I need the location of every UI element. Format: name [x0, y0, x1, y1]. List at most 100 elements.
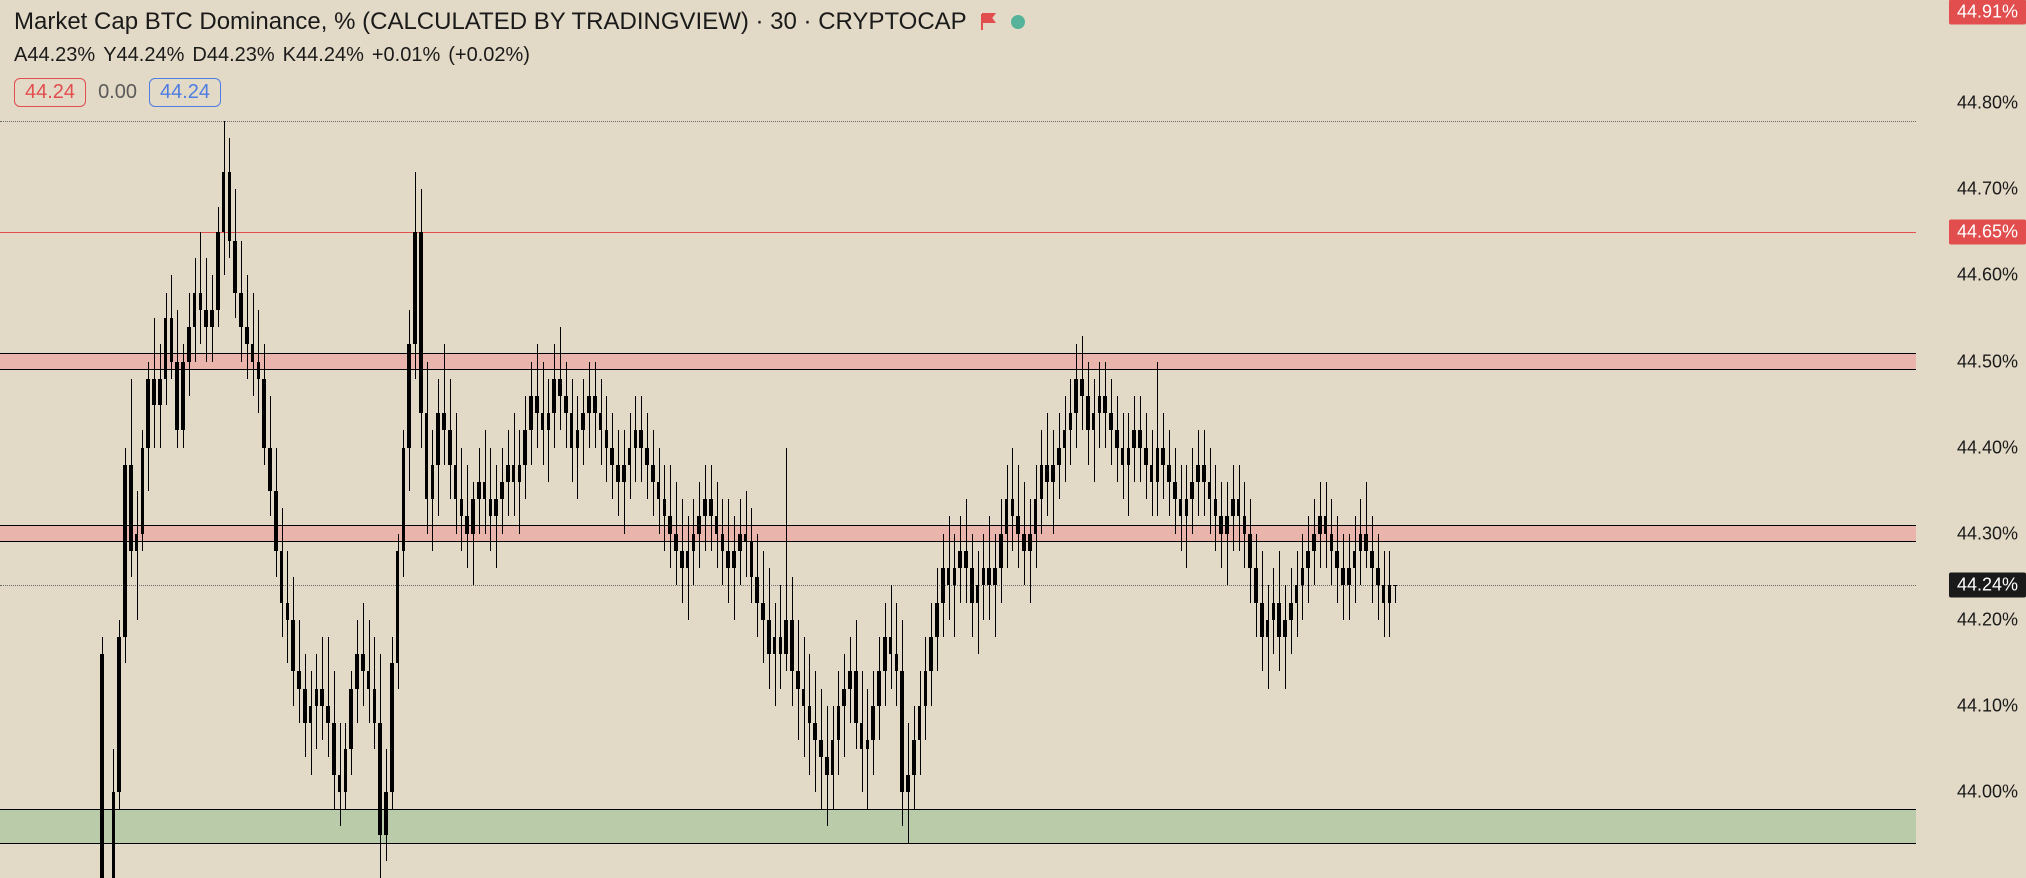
candle-body	[692, 534, 696, 551]
candle-body	[373, 689, 377, 723]
candle-body	[460, 499, 464, 516]
buy-button[interactable]: 44.24	[149, 78, 221, 107]
candle-wick	[473, 482, 474, 585]
candle-body	[1144, 448, 1148, 465]
price-tag[interactable]: 44.91%	[1949, 0, 2026, 25]
candle-body	[1277, 603, 1281, 637]
candle-body	[483, 482, 487, 499]
candle-wick	[844, 654, 845, 757]
candle-body	[216, 232, 220, 309]
candle-body	[593, 396, 597, 413]
candle-body	[854, 671, 858, 723]
candle-body	[610, 448, 614, 465]
candle-body	[732, 551, 736, 568]
candle-body	[1127, 448, 1131, 465]
candle-body	[454, 465, 458, 499]
candle-wick	[1157, 362, 1158, 517]
candle-body	[500, 482, 504, 499]
candle-body	[1069, 413, 1073, 430]
candle-wick	[1268, 585, 1269, 688]
horizontal-line[interactable]	[0, 232, 1916, 233]
candle-body	[257, 362, 261, 379]
candle-body	[906, 775, 910, 792]
candle-body	[1179, 499, 1183, 516]
candle-wick	[577, 396, 578, 499]
candle-body	[750, 542, 754, 576]
candle-wick	[867, 689, 868, 810]
candle-wick	[496, 465, 497, 568]
candle-body	[1057, 448, 1061, 465]
candle-wick	[137, 491, 138, 620]
flag-icon[interactable]	[979, 12, 999, 32]
price-tag[interactable]: 44.24%	[1949, 573, 2026, 598]
sell-button[interactable]: 44.24	[14, 78, 86, 107]
candle-body	[199, 293, 203, 310]
candle-body	[715, 516, 719, 533]
candle-wick	[328, 637, 329, 758]
ohlc-a: A44.23%	[14, 44, 95, 67]
candle-body	[390, 663, 394, 792]
candle-body	[581, 413, 585, 430]
price-zone[interactable]	[0, 353, 1916, 370]
spread-value: 0.00	[98, 81, 137, 104]
candle-body	[790, 620, 794, 672]
candle-body	[1098, 396, 1102, 413]
candle-body	[935, 603, 939, 637]
candle-body	[900, 671, 904, 792]
candle-body	[1063, 430, 1067, 447]
price-tag[interactable]: 44.65%	[1949, 220, 2026, 245]
candle-body	[228, 172, 232, 241]
candle-body	[616, 465, 620, 482]
candle-body	[1254, 568, 1258, 602]
candle-body	[164, 318, 168, 378]
candle-body	[1011, 499, 1015, 516]
candle-body	[668, 516, 672, 533]
axis-tick-label: 44.60%	[1957, 265, 2018, 286]
candle-body	[779, 637, 783, 654]
chart-pane[interactable]: Market Cap BTC Dominance, % (CALCULATED …	[0, 0, 1916, 878]
candle-body	[123, 465, 127, 637]
price-axis[interactable]: 44.80%44.70%44.60%44.50%44.40%44.30%44.2…	[1916, 0, 2026, 878]
candle-body	[808, 706, 812, 723]
candle-body	[1185, 499, 1189, 516]
candle-body	[1161, 448, 1165, 465]
candle-wick	[688, 516, 689, 619]
candle-body	[1080, 379, 1084, 396]
candle-body	[1318, 516, 1322, 533]
candle-wick	[1128, 413, 1129, 516]
candle-body	[1214, 499, 1218, 516]
candle-body	[1225, 516, 1229, 533]
candle-body	[431, 465, 435, 499]
candle-wick	[1186, 465, 1187, 568]
candle-body	[1022, 534, 1026, 551]
candle-body	[1231, 499, 1235, 516]
candle-body	[860, 723, 864, 749]
candle-wick	[775, 603, 776, 706]
candle-body	[819, 740, 823, 757]
chart-title: Market Cap BTC Dominance, % (CALCULATED …	[14, 8, 967, 36]
price-zone[interactable]	[0, 525, 1916, 542]
candle-body	[141, 448, 145, 534]
candle-body	[1324, 516, 1328, 533]
horizontal-line[interactable]	[0, 121, 1916, 122]
candle-body	[947, 568, 951, 585]
candle-body	[721, 534, 725, 551]
candle-body	[117, 637, 121, 792]
candle-body	[448, 430, 452, 464]
candle-wick	[1227, 482, 1228, 585]
candle-body	[1335, 551, 1339, 568]
candle-body	[657, 482, 661, 499]
candle-body	[825, 757, 829, 774]
candle-body	[436, 413, 440, 465]
price-zone[interactable]	[0, 809, 1916, 843]
candle-body	[129, 465, 133, 551]
candle-body	[1132, 430, 1136, 447]
candle-body	[233, 241, 237, 293]
candle-body	[326, 706, 330, 723]
candle-body	[1156, 448, 1160, 482]
candle-body	[1388, 585, 1392, 602]
candle-body	[286, 603, 290, 620]
candle-body	[570, 413, 574, 447]
candle-body	[1376, 568, 1380, 585]
candle-body	[587, 396, 591, 413]
